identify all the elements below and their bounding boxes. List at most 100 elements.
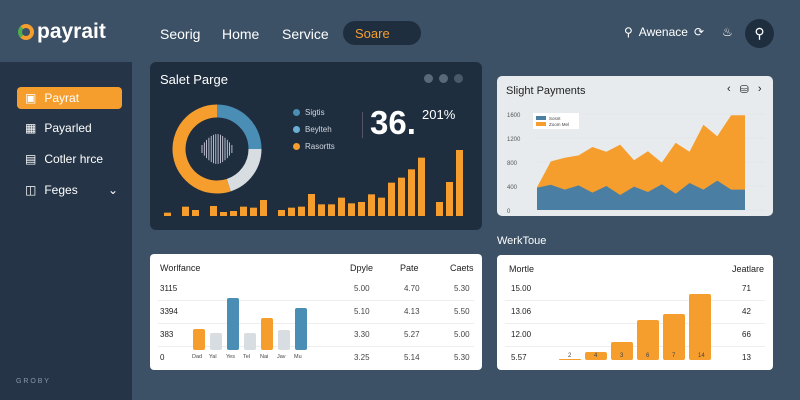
bar	[689, 294, 711, 360]
sales-bar	[230, 211, 237, 216]
bar	[663, 314, 685, 360]
legend-swatch	[536, 116, 546, 120]
sales-card: Salet Parge Sigtis Beylteh Rasortts 36. 20…	[150, 62, 482, 230]
legend-dot-icon	[293, 109, 300, 116]
x-tick-label: 6	[646, 353, 650, 359]
x-tick-label: 7	[672, 353, 676, 359]
nav-home[interactable]: Home	[222, 26, 260, 42]
donut-chart	[172, 104, 262, 194]
row-value: 13	[742, 353, 751, 362]
payments-card: Slight Payments ‹ ⛁ › 1600 1200 800 400 0 Sosnt…	[497, 76, 773, 216]
pages-icon: ◫	[25, 183, 37, 197]
row-label: 3115	[160, 284, 178, 293]
refresh-icon[interactable]: ⟳	[693, 25, 705, 39]
card-action-icon[interactable]	[454, 74, 463, 83]
table-cell: 3.30	[354, 330, 370, 339]
lock-icon[interactable]: ⛁	[739, 84, 749, 96]
legend-label: Sigtis	[305, 108, 325, 117]
sidebar-label: Cotler hrce	[44, 152, 104, 166]
row-divider	[505, 323, 765, 324]
legend-item: Rasortts	[293, 142, 335, 151]
chevron-left-icon[interactable]: ‹	[727, 83, 731, 95]
row-divider	[158, 300, 474, 301]
row-label: 383	[160, 330, 174, 339]
logo-icon	[18, 24, 34, 40]
divider	[362, 112, 363, 138]
sales-bar	[240, 206, 247, 216]
sales-bar	[456, 150, 463, 216]
bar	[559, 359, 581, 360]
table-cell: 5.27	[404, 330, 420, 339]
bar	[244, 332, 256, 350]
big-value-percent: 201%	[422, 107, 456, 122]
bar	[278, 330, 290, 350]
chevron-down-icon: ⌄	[107, 183, 118, 197]
column-header: Caets	[450, 263, 474, 273]
table-cell: 5.50	[454, 307, 470, 316]
worlfance-card: Worlfance Dpyle Pate Caets 3115 5.00 4.70 5.30 3…	[150, 254, 482, 370]
y-tick-label: 1200	[507, 137, 521, 143]
chevron-right-icon[interactable]: ›	[757, 83, 762, 95]
sales-bar	[318, 204, 325, 216]
card-action-icon[interactable]	[439, 74, 448, 83]
sales-bar	[358, 202, 365, 216]
row-label: 3394	[160, 307, 178, 316]
sidebar-item-payarled[interactable]: ▦ Payarled	[17, 117, 122, 139]
row-divider	[505, 346, 765, 347]
sales-bar	[338, 197, 345, 216]
column-header: Mortle	[509, 264, 535, 274]
sales-bar	[388, 182, 395, 216]
sidebar-item-cotler[interactable]: ▤ Cotler hrce	[17, 148, 122, 170]
card-action-icon[interactable]	[424, 74, 433, 83]
bar	[295, 308, 307, 350]
area-series-0	[537, 180, 745, 210]
row-value: 42	[742, 307, 751, 316]
sales-bar	[164, 212, 171, 216]
account-label[interactable]: Awenace	[638, 25, 688, 39]
sidebar-label: Feges	[44, 183, 78, 197]
sales-bar	[308, 194, 315, 216]
sales-bar	[298, 206, 305, 216]
sidebar: ▣ Payrat ▦ Payarled ▤ Cotler hrce ◫ Feges ⌄ G…	[0, 62, 132, 400]
nav-active[interactable]: Soare	[343, 21, 421, 45]
sales-bar	[408, 169, 415, 216]
row-divider	[505, 300, 765, 301]
table-cell: 5.14	[404, 353, 420, 362]
card-title: Slight Payments	[506, 85, 586, 97]
big-value: 36.	[370, 104, 416, 141]
legend-item: Beylteh	[293, 125, 335, 134]
table-title: Worlfance	[160, 263, 201, 273]
legend-label: Zoom Mel	[549, 122, 569, 127]
y-tick-label: 400	[507, 185, 518, 191]
sales-bar	[182, 206, 189, 216]
sales-bar	[250, 207, 257, 216]
sidebar-item-feges[interactable]: ◫ Feges ⌄	[17, 179, 122, 201]
sales-bar	[446, 182, 453, 216]
donut-slice	[216, 104, 262, 150]
bell-icon[interactable]: ♨	[722, 25, 733, 39]
search-icon[interactable]: ⚲	[624, 25, 633, 39]
table-cell: 5.30	[454, 284, 470, 293]
sidebar-item-payrat[interactable]: ▣ Payrat	[17, 87, 122, 109]
calendar-icon: ▤	[25, 152, 37, 166]
nav-seorig[interactable]: Seorig	[160, 26, 201, 42]
table-cell: 4.13	[404, 307, 420, 316]
sales-bar	[192, 210, 199, 216]
sales-bar	[398, 177, 405, 216]
table-cell: 3.25	[354, 353, 370, 362]
sales-bar	[436, 202, 443, 216]
x-tick-label: 2	[568, 353, 572, 359]
column-header: Jeatlare	[732, 264, 765, 274]
row-label: 0	[160, 353, 165, 362]
document-icon: ▦	[25, 121, 37, 135]
bar	[210, 332, 222, 350]
x-tick-label: 4	[594, 353, 598, 359]
sales-bar	[210, 206, 217, 216]
table-cell: 5.00	[454, 330, 470, 339]
brand-logo[interactable]: payrait	[18, 20, 106, 44]
row-divider	[158, 323, 474, 324]
nav-service[interactable]: Service	[282, 26, 329, 42]
legend-label: Rasortts	[305, 142, 335, 151]
search-button[interactable]: ⚲	[745, 19, 774, 48]
bar	[585, 351, 607, 360]
